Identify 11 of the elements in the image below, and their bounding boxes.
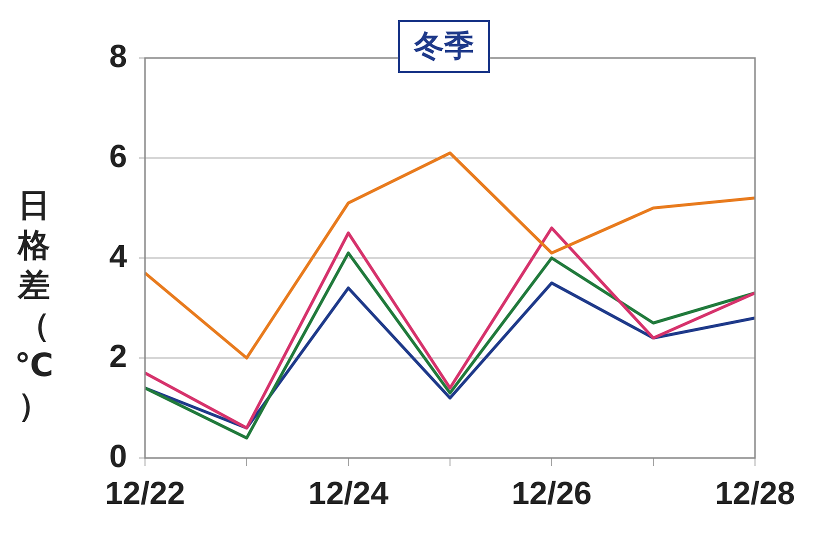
y-axis-title: 日格差（℃） bbox=[14, 185, 54, 425]
y-tick-label: 4 bbox=[109, 238, 128, 274]
y-tick-label: 6 bbox=[109, 138, 127, 174]
x-tick-label: 12/28 bbox=[714, 475, 796, 512]
x-tick-label: 12/24 bbox=[308, 475, 389, 512]
x-tick-label: 12/26 bbox=[512, 475, 592, 512]
y-tick-label: 0 bbox=[109, 438, 127, 474]
y-tick-label: 2 bbox=[109, 338, 127, 374]
x-tick-label: 12/22 bbox=[104, 475, 186, 512]
chart-title: 冬季 bbox=[398, 20, 490, 73]
y-tick-label: 8 bbox=[109, 38, 127, 74]
